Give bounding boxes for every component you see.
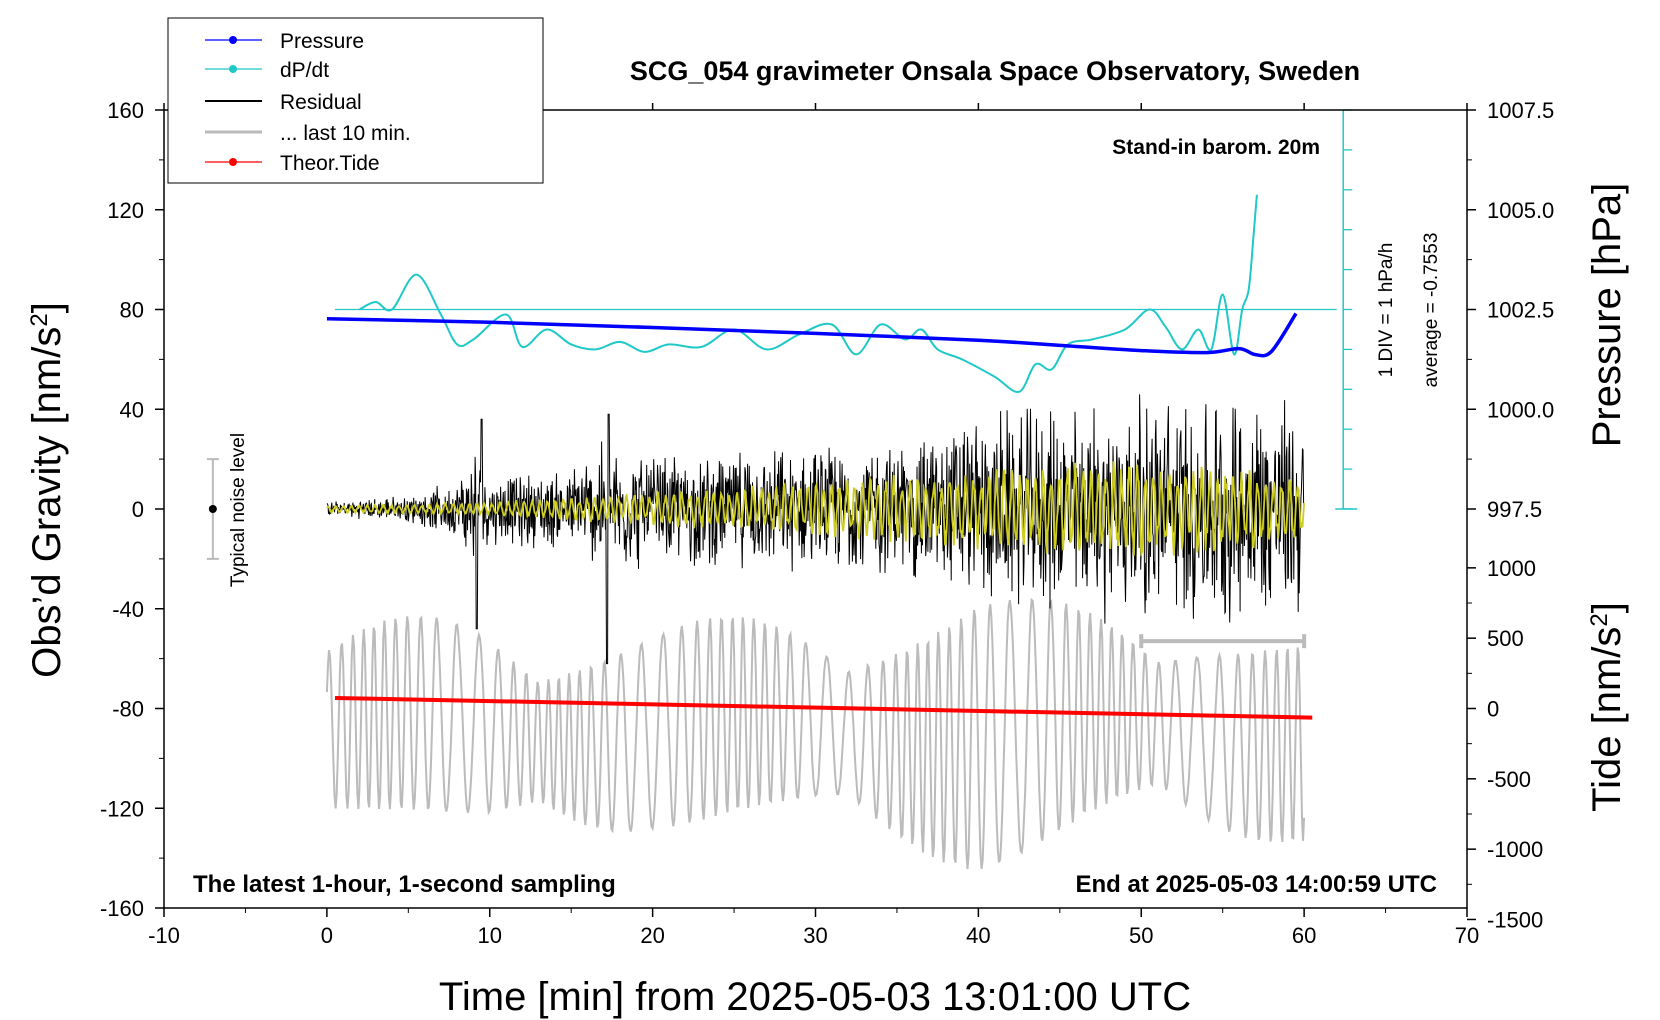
footer-right-note: End at 2025-05-03 14:00:59 UTC: [1076, 871, 1438, 898]
x-tick-label: -10: [148, 923, 180, 948]
legend-label-dpdt: dP/dt: [280, 59, 329, 82]
y-axis-pressure-label: Pressure [hPa]: [1585, 183, 1629, 448]
legend-marker: [229, 158, 237, 166]
y-tick-label: -80: [112, 697, 144, 722]
y-tick-label: 120: [107, 198, 144, 223]
theoretical-tide-series: [334, 695, 1313, 720]
tide-tick-label: -1500: [1487, 907, 1543, 932]
pressure-series: [326, 312, 1298, 358]
pressure-tick-label: 1000.0: [1487, 397, 1554, 422]
y-axis-tide-label-sup: 2: [1586, 613, 1613, 626]
legend-label-tide: Theor.Tide: [280, 152, 380, 175]
pressure-tick-label: 1002.5: [1487, 298, 1554, 323]
tide-tick-label: 1000: [1487, 556, 1536, 581]
x-tick-label: 70: [1455, 923, 1479, 948]
noise-level-label: Typical noise level: [228, 433, 249, 587]
x-tick-label: 40: [966, 923, 990, 948]
legend-label-pressure: Pressure: [280, 30, 364, 53]
noise-bar-center: [208, 505, 217, 513]
pressure-line: [326, 312, 1298, 358]
y-tick-label: -120: [100, 796, 144, 821]
last-10-min-line: [325, 597, 1306, 870]
y-tick-label: 0: [132, 497, 144, 522]
x-tick-label: 0: [321, 923, 333, 948]
dpdt-series: [358, 194, 1258, 393]
tide-tick-label: -1000: [1487, 837, 1543, 862]
average-note: average = -0.7553: [1421, 233, 1442, 388]
chart-axes: -10 0 10 20 30 40 50 60 70 160 120 80 40 0 -40 -80 -120 -…: [100, 98, 1554, 948]
barometer-note: Stand-in barom. 20m: [1112, 136, 1320, 159]
y-tick-label: -160: [100, 896, 144, 921]
chart-annotations-layer: [206, 458, 1307, 649]
dpdt-zero-line: [335, 109, 1358, 510]
footer-left-note: The latest 1-hour, 1-second sampling: [193, 871, 616, 898]
pressure-tick-label: 1005.0: [1487, 198, 1554, 223]
y-tick-label: 160: [107, 98, 144, 123]
x-tick-label: 60: [1292, 923, 1316, 948]
y-tick-label: -40: [112, 597, 144, 622]
scale-note: 1 DIV = 1 hPa/h: [1376, 243, 1397, 378]
legend: Pressure dP/dt Residual ... last 10 min.…: [167, 17, 544, 184]
pressure-tick-label: 997.5: [1487, 497, 1542, 522]
x-tick-label: 30: [803, 923, 827, 948]
tide-tick-label: 0: [1487, 697, 1499, 722]
filtered-residual-series: [326, 461, 1305, 557]
y-tick-label: 80: [120, 298, 144, 323]
legend-marker: [229, 65, 237, 73]
legend-label-last10: ... last 10 min.: [280, 122, 411, 145]
chart-title: SCG_054 gravimeter Onsala Space Observat…: [630, 56, 1360, 86]
filtered-residual-line: [326, 461, 1305, 557]
tide-line: [334, 695, 1313, 720]
x-tick-label: 20: [640, 923, 664, 948]
legend-label-residual: Residual: [280, 91, 362, 114]
y-axis-left-label-sup: 2: [26, 313, 53, 326]
y-tick-label: 40: [120, 397, 144, 422]
dpdt-line: [358, 194, 1258, 393]
tide-tick-label: -500: [1487, 767, 1531, 792]
last-10-min-series: [325, 597, 1306, 870]
x-tick-label: 10: [478, 923, 502, 948]
y-axis-left-label: Obs’d Gravity [nm/s2]: [25, 302, 69, 678]
legend-marker: [229, 36, 237, 44]
x-tick-label: 50: [1129, 923, 1153, 948]
tide-tick-label: 500: [1487, 626, 1524, 651]
pressure-tick-label: 1007.5: [1487, 98, 1554, 123]
x-axis-label: Time [min] from 2025-05-03 13:01:00 UTC: [439, 975, 1191, 1019]
y-axis-tide-label: Tide [nm/s2]: [1585, 602, 1629, 812]
